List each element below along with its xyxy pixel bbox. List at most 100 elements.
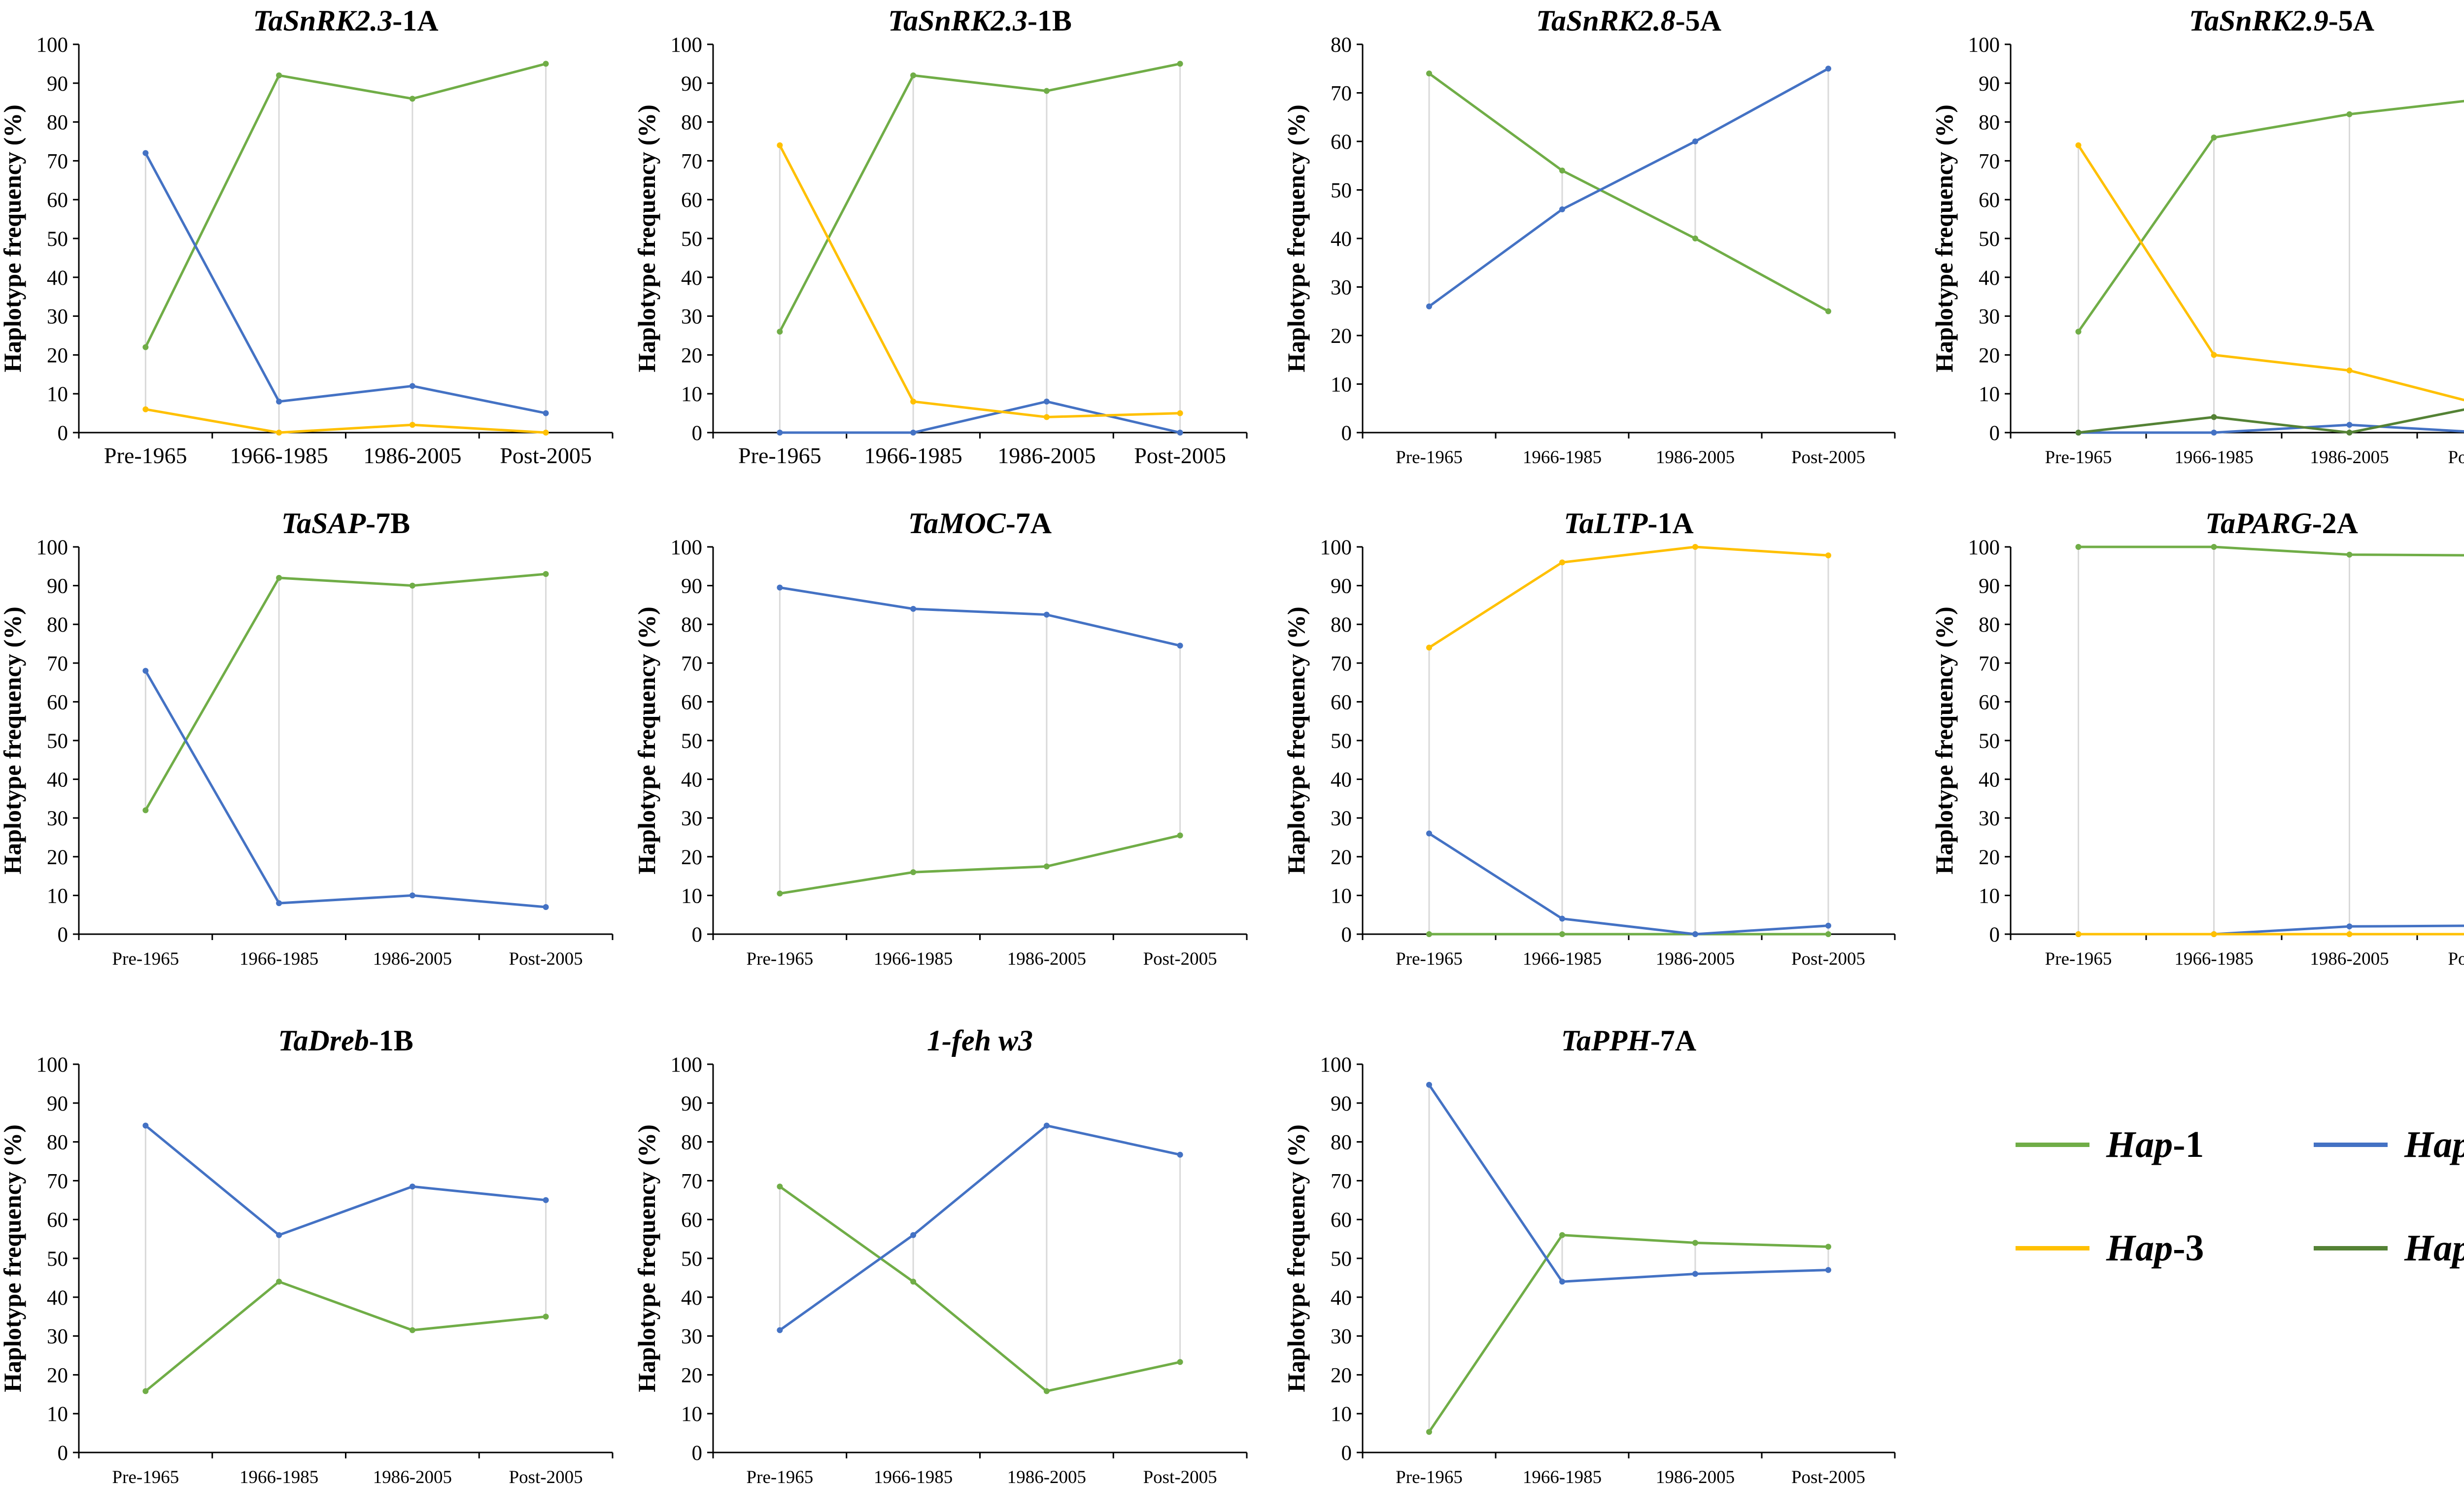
x-tick-label: 1986-2005 (2310, 949, 2389, 969)
data-point-hap-3 (409, 422, 415, 428)
chart-title-gene: TaPPH (1561, 1024, 1651, 1057)
chart-panel-1: TaSnRK2.3-1A Haplotype frequency (%) 0 10 20… (0, 4, 614, 468)
data-point-hap-1 (1825, 308, 1831, 314)
y-axis-label: Haplotype frequency (%) (0, 104, 26, 372)
y-tick-label: 100 (36, 536, 68, 559)
y-tick-label: 30 (681, 1325, 702, 1349)
y-tick-label: 30 (681, 305, 702, 329)
y-tick-label: 10 (47, 1403, 68, 1426)
data-point-hap-2 (1692, 138, 1698, 144)
series-line-hap-3 (1428, 545, 1829, 649)
data-point-hap-1 (276, 72, 282, 79)
data-point-hap-4 (2211, 414, 2217, 420)
y-tick-label: 40 (47, 1286, 68, 1310)
y-tick-label: 40 (47, 267, 68, 290)
y-tick-label: 40 (1331, 1286, 1352, 1310)
x-tick-label: 1966-1985 (240, 1467, 318, 1485)
series-line-hap-2 (1428, 1084, 1829, 1283)
y-tick-label: 40 (1979, 769, 2000, 792)
y-tick-label: 90 (681, 1092, 702, 1115)
chart-title-suffix: -5A (2328, 4, 2374, 37)
chart-title-gene: TaMOC (908, 507, 1006, 540)
x-tick-label: Post-2005 (1134, 443, 1226, 468)
data-point-hap-1 (910, 1279, 917, 1285)
y-tick-label: 80 (681, 613, 702, 637)
x-tick-label: Pre-1965 (747, 949, 814, 969)
chart-title-gene: TaLTP (1564, 507, 1648, 540)
y-tick-label: 10 (47, 884, 68, 908)
data-point-hap-2 (1177, 642, 1183, 649)
y-tick-label: 10 (681, 383, 702, 406)
series-line-hap-2 (2078, 423, 2464, 434)
data-point-hap-2 (142, 668, 149, 674)
y-tick-label: 90 (1331, 575, 1352, 598)
data-point-hap-3 (276, 430, 282, 436)
y-tick-label: 10 (1331, 884, 1352, 908)
y-tick-label: 100 (671, 34, 703, 57)
y-tick-label: 10 (681, 884, 702, 908)
chart-title: TaSnRK2.3-1A (253, 4, 438, 37)
y-tick-label: 60 (47, 691, 68, 714)
y-tick-label: 50 (47, 1248, 68, 1271)
y-tick-label: 90 (681, 72, 702, 96)
y-tick-label: 70 (47, 652, 68, 675)
y-tick-label: 30 (47, 305, 68, 329)
data-point-hap-2 (2211, 430, 2217, 436)
chart-title-suffix: -1A (392, 4, 438, 37)
y-tick-label: 60 (1979, 189, 2000, 212)
data-point-hap-3 (543, 430, 549, 436)
y-tick-label: 100 (1968, 536, 2000, 559)
x-tick-label: Pre-1965 (1396, 447, 1463, 468)
chart-title-suffix: -7B (366, 507, 410, 540)
chart-panel-2: TaSnRK2.3-1B Haplotype frequency (%) 0 10 20… (633, 4, 1248, 468)
data-point-hap-1 (1825, 1244, 1831, 1250)
chart-title: TaSAP-7B (281, 507, 410, 540)
data-point-hap-1 (910, 869, 917, 876)
y-tick-label: 70 (1331, 652, 1352, 675)
x-tick-label: 1966-1985 (1523, 447, 1602, 468)
x-tick-label: 1966-1985 (230, 443, 328, 468)
chart-title-suffix: -7A (1006, 507, 1052, 540)
data-point-hap-3 (2346, 367, 2353, 373)
y-tick-label: 80 (1331, 613, 1352, 637)
x-tick-label: 1986-2005 (1007, 1467, 1086, 1485)
legend: Hap-1 Hap-2 Hap-3 Hap-4 (2016, 1123, 2464, 1301)
y-tick-label: 0 (692, 1442, 703, 1465)
data-point-hap-2 (1559, 915, 1565, 922)
x-tick-label: Pre-1965 (738, 443, 821, 468)
y-tick-label: 70 (1979, 150, 2000, 173)
y-tick-label: 40 (47, 769, 68, 792)
data-point-hap-2 (1043, 398, 1050, 405)
data-point-hap-3 (1426, 644, 1432, 651)
y-tick-label: 50 (681, 1248, 702, 1271)
x-tick-label: 1986-2005 (997, 443, 1095, 468)
data-point-hap-1 (142, 1388, 149, 1394)
chart-title-gene: TaSnRK2.3 (253, 4, 392, 37)
x-tick-label: Post-2005 (2448, 949, 2464, 969)
y-tick-label: 0 (58, 923, 68, 946)
legend-label-hap-4: Hap-4 (2404, 1227, 2464, 1269)
data-point-hap-1 (1426, 1429, 1432, 1435)
y-tick-label: 20 (681, 846, 702, 869)
y-axis-label: Haplotype frequency (%) (0, 1124, 26, 1392)
y-tick-label: 20 (681, 344, 702, 367)
series-line-hap-1 (2078, 545, 2464, 557)
data-point-hap-1 (409, 582, 415, 589)
data-point-hap-1 (1692, 236, 1698, 241)
data-point-hap-2 (409, 383, 415, 389)
y-tick-label: 0 (692, 422, 703, 445)
data-point-hap-1 (2211, 544, 2217, 550)
data-point-hap-2 (1692, 1271, 1698, 1277)
series-line-hap-2 (780, 400, 1181, 434)
y-tick-label: 100 (671, 536, 703, 559)
data-point-hap-3 (910, 398, 917, 405)
y-tick-label: 80 (1331, 1131, 1352, 1154)
data-point-hap-1 (543, 571, 549, 577)
legend-label-hap-1: Hap-1 (2106, 1124, 2204, 1165)
data-point-hap-1 (142, 344, 149, 350)
data-point-hap-2 (1559, 206, 1565, 212)
y-tick-label: 30 (1979, 305, 2000, 329)
y-tick-label: 70 (1331, 82, 1352, 105)
x-tick-label: 1986-2005 (1656, 949, 1735, 969)
y-tick-label: 10 (681, 1403, 702, 1426)
